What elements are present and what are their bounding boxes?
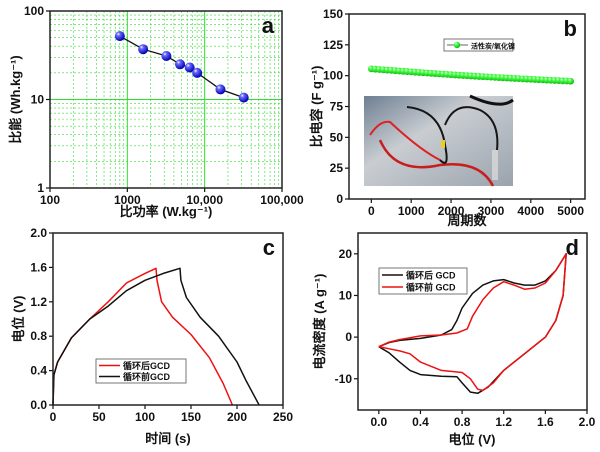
series-line-0 [52,267,234,406]
x-tick-label: 1000 [114,193,141,207]
x-tick-label: 0 [368,204,375,218]
x-tick-label: 0.8 [454,415,471,429]
y-tick-label: 100 [323,69,343,83]
panel-letter: a [262,13,275,38]
x-tick-label: 2.0 [579,415,596,429]
y-axis-label: 比电容 (F g⁻¹) [309,66,324,148]
y-tick-label: 1 [37,181,44,195]
data-point [192,67,203,78]
data-point [138,44,149,55]
x-tick-label: 1000 [398,204,425,218]
y-tick-label: 100 [24,4,44,18]
y-tick-label: 0.4 [30,364,47,378]
plot-frame [348,13,586,200]
y-tick-label: 125 [323,38,343,52]
x-tick-label: 50 [92,410,106,424]
x-tick-label: 10,000 [186,193,223,207]
data-point [215,84,226,95]
x-axis-label: 周期数 [447,213,487,228]
panel-letter: d [566,235,579,260]
x-tick-label: 0.4 [412,415,429,429]
x-tick-label: 2000 [438,204,465,218]
legend-label: 循环后 GCD [406,270,456,281]
y-tick-label: 0 [345,330,352,344]
legend-label: 活性炭/氧化镍 [471,42,515,51]
y-tick-label: 1.2 [30,295,47,309]
x-tick-label: 150 [181,410,201,424]
x-tick-label: 4000 [517,204,544,218]
y-tick-label: 75 [330,100,344,114]
y-axis-label: 电流密度 (A g⁻¹) [312,274,327,370]
y-tick-label: 10 [339,288,353,302]
x-tick-label: 200 [227,410,247,424]
y-tick-label: 0.8 [30,329,47,343]
chart-panel-a: 100 1000 10,000 100,000 1 10 100 比功率 (W.kg⁻¹) 比能… [8,4,304,219]
x-tick-label: 5000 [557,204,584,218]
legend: 活性炭/氧化镍 [443,38,515,52]
data-point [567,77,575,85]
y-tick-label: 1.6 [30,260,47,274]
chart-panel-d: 0.0 0.4 0.8 1.2 1.6 2.0 -10 0 10 20 电位 (V) 电流密度 (A … [312,232,596,447]
x-tick-label: 1.6 [537,415,554,429]
data-point [175,59,186,70]
x-tick-label: 1.2 [495,415,512,429]
y-tick-label: 20 [339,247,353,261]
plot-frame [357,232,588,411]
series-line-1 [52,267,260,406]
y-tick-label: 0 [336,192,343,206]
x-axis-label: 电位 (V) [449,432,496,447]
y-tick-label: 0.0 [30,398,47,412]
x-tick-label: 100 [135,410,155,424]
legend-label: 循环前GCD [123,371,171,382]
plot-frame [52,232,284,406]
data-point [238,92,249,103]
x-tick-label: 0.0 [370,415,387,429]
panel-letter: b [564,16,577,41]
legend-marker [453,41,461,49]
x-axis-label: 时间 (s) [145,431,191,446]
data-point [114,31,125,42]
y-tick-label: 10 [31,93,45,107]
y-tick-label: 150 [323,7,343,21]
legend-label: 循环前 GCD [406,282,456,293]
x-tick-label: 3000 [478,204,505,218]
panel-letter: c [263,235,275,260]
y-tick-label: 25 [330,161,344,175]
legend-label: 循环后GCD [123,360,171,371]
y-tick-label: 2.0 [30,226,47,240]
y-axis-label: 比能 (Wh.kg⁻¹) [8,55,23,143]
y-axis-label: 电位 (V) [11,296,26,343]
x-tick-label: 0 [50,410,57,424]
x-axis-label: 比功率 (W.kg⁻¹) [120,204,213,219]
data-point [161,51,172,62]
y-tick-label: -10 [335,372,353,386]
inset-photo [364,94,514,187]
legend-box [95,358,187,384]
series-line-1 [378,253,567,392]
legend-box [443,38,514,52]
x-tick-label: 250 [273,410,293,424]
x-tick-label: 100 [40,193,60,207]
data-point [184,62,195,73]
plot-frame [49,10,283,189]
chart-panel-c: 0 50 100 150 200 250 0.0 0.4 0.8 1.2 1.6 2.0 时间 (s) 电… [11,226,293,446]
legend-box [378,267,468,295]
x-tick-label: 100,000 [260,193,304,207]
chart-panel-b: 0 1000 2000 3000 4000 5000 0 25 50 75 100 125 150 周期数… [309,7,586,228]
y-tick-label: 50 [330,130,344,144]
